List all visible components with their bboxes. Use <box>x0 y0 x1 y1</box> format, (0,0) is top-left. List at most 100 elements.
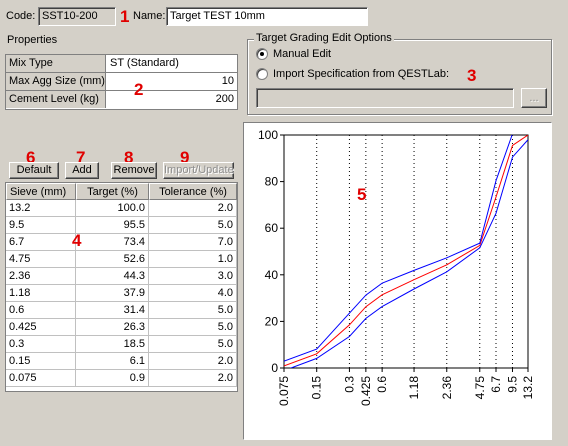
y-tick-label: 0 <box>271 361 278 375</box>
add-button[interactable]: Add <box>65 162 99 179</box>
annotation-3: 3 <box>467 66 477 85</box>
table-row[interactable]: 6.7 73.4 7.0 <box>6 234 237 251</box>
tolerance-cell[interactable]: 2.0 <box>149 200 237 216</box>
target-cell[interactable]: 73.4 <box>76 234 149 250</box>
header-target[interactable]: Target (%) <box>76 183 149 200</box>
property-value[interactable]: ST (Standard) <box>110 57 179 69</box>
table-row[interactable]: 2.36 44.3 3.0 <box>6 268 237 285</box>
annotation-8: 8 <box>124 148 134 167</box>
table-row[interactable]: 0.15 6.1 2.0 <box>6 353 237 370</box>
grading-chart: 0 20 40 60 80 100 0.075 0.15 0.3 0.425 0.6 1.18 2.36… <box>243 122 552 440</box>
remove-button[interactable]: Remove <box>111 162 157 179</box>
properties-title: Properties <box>7 34 58 46</box>
target-cell[interactable]: 52.6 <box>76 251 149 267</box>
name-value: Target TEST 10mm <box>170 10 265 22</box>
annotation-4: 4 <box>72 231 82 250</box>
tolerance-cell[interactable]: 5.0 <box>149 302 237 318</box>
annotation-2: 2 <box>134 80 144 99</box>
tolerance-cell[interactable]: 7.0 <box>149 234 237 250</box>
import-update-button[interactable]: Import/Update <box>163 162 234 179</box>
x-tick-label: 9.5 <box>505 376 519 393</box>
target-cell[interactable]: 0.9 <box>76 370 149 386</box>
name-label: Name: <box>133 10 166 22</box>
import-spec-field <box>256 88 514 108</box>
target-cell[interactable]: 44.3 <box>76 268 149 284</box>
target-cell[interactable]: 18.5 <box>76 336 149 352</box>
sieve-table: Sieve (mm) Target (%) Tolerance (%) 13.2… <box>5 182 238 392</box>
table-row[interactable]: 13.2 100.0 2.0 <box>6 200 237 217</box>
x-tick-label: 6.7 <box>489 376 503 393</box>
annotation-9: 9 <box>180 148 190 167</box>
default-button[interactable]: Default <box>9 162 59 179</box>
target-cell[interactable]: 100.0 <box>76 200 149 216</box>
manual-edit-radio[interactable] <box>256 48 268 60</box>
target-cell[interactable]: 95.5 <box>76 217 149 233</box>
x-tick-label: 0.15 <box>310 376 324 400</box>
import-spec-radio[interactable] <box>256 68 268 80</box>
tolerance-cell[interactable]: 5.0 <box>149 217 237 233</box>
property-key: Mix Type <box>6 55 106 72</box>
browse-button[interactable]: ... <box>521 88 547 108</box>
annotation-6: 6 <box>26 148 36 167</box>
sieve-cell[interactable]: 13.2 <box>6 200 76 216</box>
x-tick-label: 2.36 <box>440 376 454 400</box>
x-tick-label: 0.075 <box>277 376 291 406</box>
code-field: SST10-200 <box>38 7 116 26</box>
manual-edit-label[interactable]: Manual Edit <box>273 48 332 60</box>
sieve-cell[interactable]: 4.75 <box>6 251 76 267</box>
target-cell[interactable]: 6.1 <box>76 353 149 369</box>
tolerance-cell[interactable]: 1.0 <box>149 251 237 267</box>
property-value[interactable]: 200 <box>215 93 234 105</box>
property-value[interactable]: 10 <box>221 75 234 87</box>
tolerance-cell[interactable]: 5.0 <box>149 336 237 352</box>
grading-options-group <box>247 39 552 115</box>
table-row[interactable]: 0.075 0.9 2.0 <box>6 370 237 387</box>
sieve-cell[interactable]: 6.7 <box>6 234 76 250</box>
x-tick-label: 13.2 <box>521 376 535 400</box>
tolerance-cell[interactable]: 3.0 <box>149 268 237 284</box>
tolerance-cell[interactable]: 4.0 <box>149 285 237 301</box>
tolerance-cell[interactable]: 5.0 <box>149 319 237 335</box>
table-row[interactable]: 9.5 95.5 5.0 <box>6 217 237 234</box>
radio-selected-dot <box>260 52 264 56</box>
grading-chart-svg: 0 20 40 60 80 100 0.075 0.15 0.3 0.425 0.6 1.18 2.36… <box>258 128 535 406</box>
sieve-cell[interactable]: 9.5 <box>6 217 76 233</box>
code-value: SST10-200 <box>42 10 98 22</box>
sieve-cell[interactable]: 0.15 <box>6 353 76 369</box>
tolerance-series-line <box>284 135 513 362</box>
name-input[interactable]: Target TEST 10mm <box>166 7 368 26</box>
target-series-line <box>284 135 528 367</box>
table-row[interactable]: 4.75 52.6 1.0 <box>6 251 237 268</box>
x-tick-label: 0.425 <box>359 376 373 406</box>
import-spec-label[interactable]: Import Specification from QESTLab: <box>273 68 450 80</box>
property-key: Cement Level (kg) <box>6 91 106 108</box>
sieve-cell[interactable]: 2.36 <box>6 268 76 284</box>
annotation-5: 5 <box>357 185 367 204</box>
table-row[interactable]: 1.18 37.9 4.0 <box>6 285 237 302</box>
property-row[interactable]: Mix Type ST (Standard) <box>6 55 237 73</box>
sieve-cell[interactable]: 1.18 <box>6 285 76 301</box>
sieve-cell[interactable]: 0.3 <box>6 336 76 352</box>
y-tick-label: 40 <box>265 268 279 282</box>
y-tick-label: 100 <box>258 128 278 142</box>
header-tolerance[interactable]: Tolerance (%) <box>149 183 237 200</box>
header-sieve[interactable]: Sieve (mm) <box>6 183 76 200</box>
target-cell[interactable]: 26.3 <box>76 319 149 335</box>
property-row[interactable]: Cement Level (kg) 200 <box>6 91 237 109</box>
sieve-cell[interactable]: 0.425 <box>6 319 76 335</box>
x-tick-label: 1.18 <box>407 376 421 400</box>
target-cell[interactable]: 31.4 <box>76 302 149 318</box>
tolerance-cell[interactable]: 2.0 <box>149 353 237 369</box>
y-tick-label: 20 <box>265 314 279 328</box>
tolerance-cell[interactable]: 2.0 <box>149 370 237 386</box>
sieve-cell[interactable]: 0.075 <box>6 370 76 386</box>
target-cell[interactable]: 37.9 <box>76 285 149 301</box>
table-row[interactable]: 0.3 18.5 5.0 <box>6 336 237 353</box>
sieve-cell[interactable]: 0.6 <box>6 302 76 318</box>
table-row[interactable]: 0.425 26.3 5.0 <box>6 319 237 336</box>
table-header: Sieve (mm) Target (%) Tolerance (%) <box>6 183 237 200</box>
table-row[interactable]: 0.6 31.4 5.0 <box>6 302 237 319</box>
annotation-1: 1 <box>120 7 130 26</box>
code-label: Code: <box>6 10 36 22</box>
property-row[interactable]: Max Agg Size (mm) 10 <box>6 73 237 91</box>
